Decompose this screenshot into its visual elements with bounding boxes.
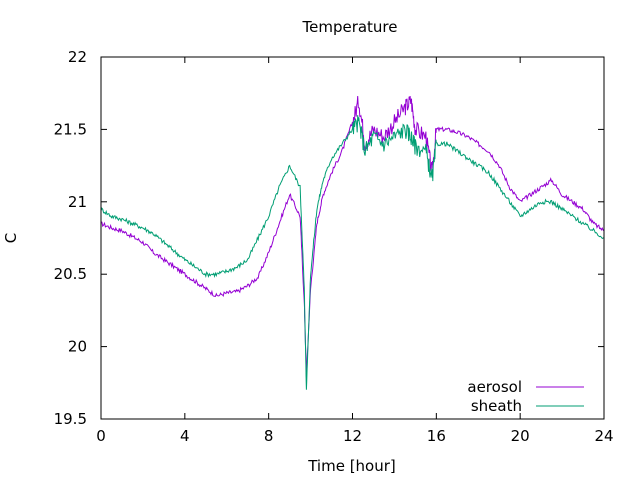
- y-tick-label: 19.5: [54, 410, 87, 428]
- x-tick-label: 24: [594, 427, 613, 445]
- legend-label-aerosol: aerosol: [467, 378, 522, 396]
- legend-label-sheath: sheath: [471, 397, 522, 415]
- x-tick-label: 0: [96, 427, 106, 445]
- x-tick-label: 4: [180, 427, 190, 445]
- plot-frame: [100, 56, 605, 420]
- series-line-sheath: [100, 115, 604, 390]
- series-lines: [100, 95, 605, 390]
- series-line-aerosol: [100, 95, 605, 378]
- y-tick-label: 21: [68, 193, 87, 211]
- x-tick-label: 8: [264, 427, 274, 445]
- axis-ticks: 0 4 8 12 16 20 24 19.5 20 20.5 21 21.5 22: [54, 48, 614, 445]
- y-axis-label: C: [2, 233, 20, 243]
- y-tick-label: 21.5: [54, 120, 87, 138]
- x-tick-label: 20: [511, 427, 530, 445]
- y-tick-label: 22: [68, 48, 87, 66]
- chart-title: Temperature: [301, 18, 397, 36]
- y-tick-label: 20.5: [54, 265, 87, 283]
- y-tick-label: 20: [68, 338, 87, 356]
- x-axis-label: Time [hour]: [307, 457, 396, 475]
- x-tick-label: 12: [343, 427, 362, 445]
- x-tick-label: 16: [427, 427, 446, 445]
